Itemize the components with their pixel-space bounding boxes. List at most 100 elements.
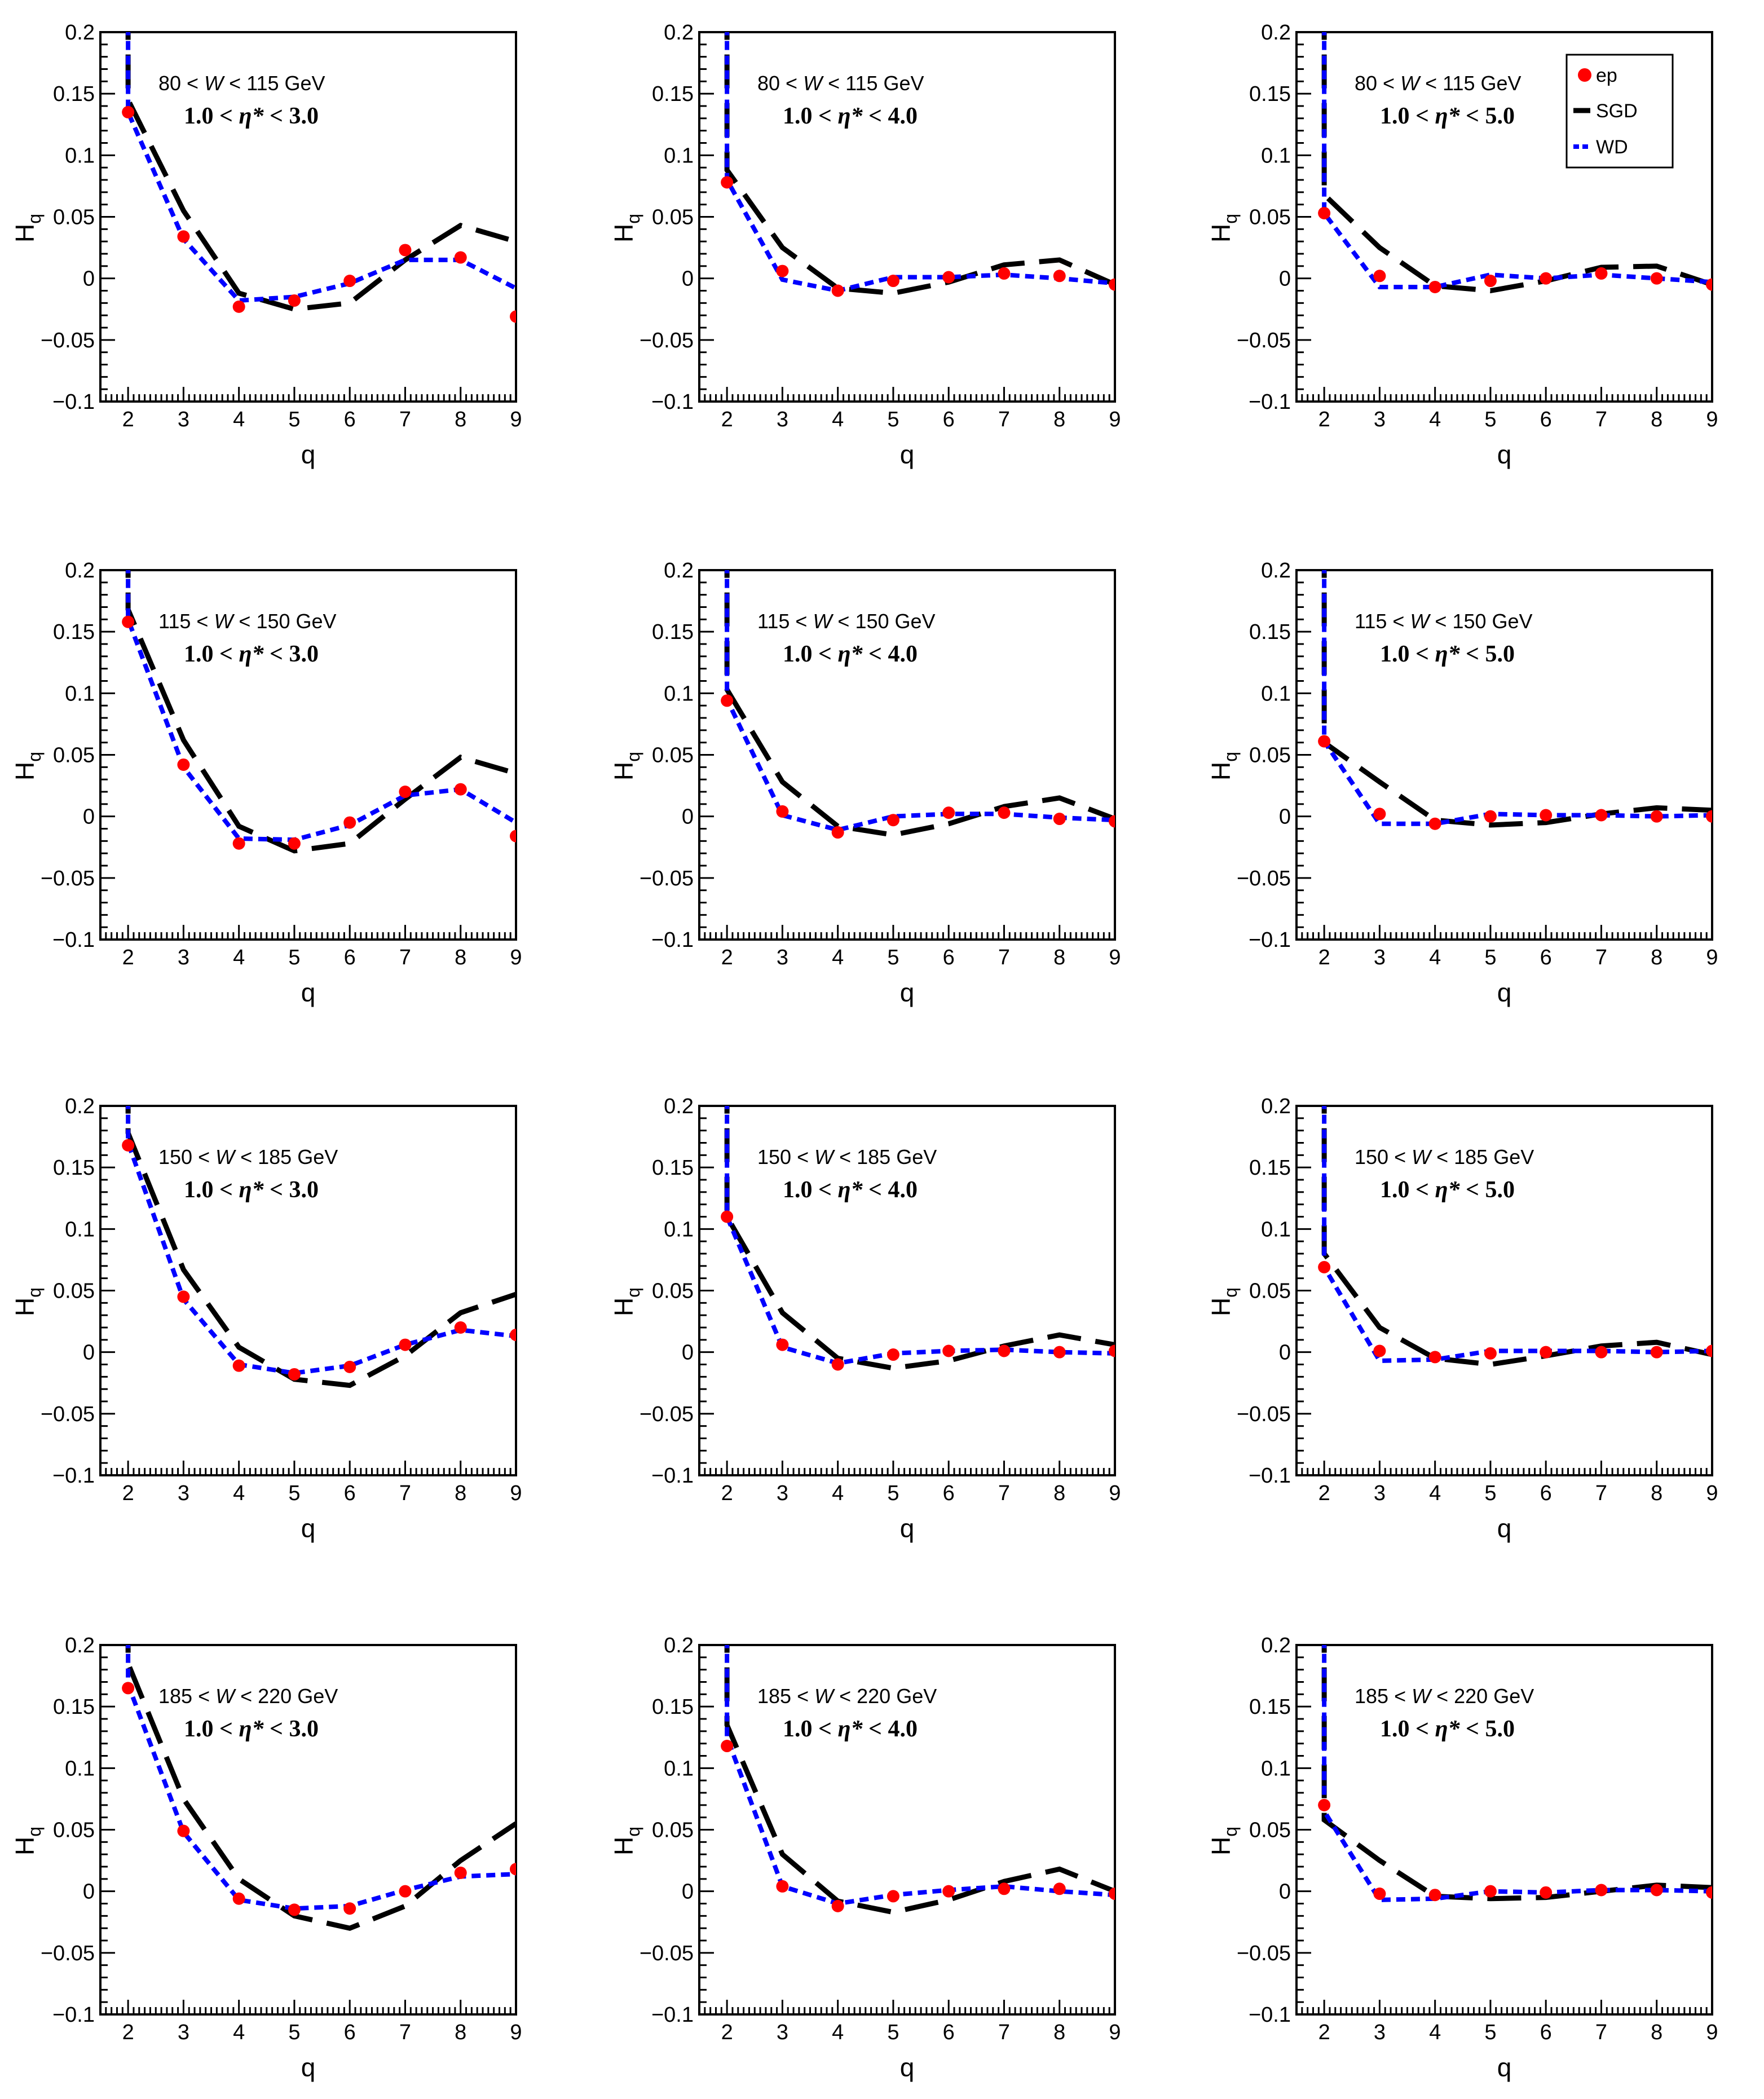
x-tick-label: 3 (178, 408, 189, 431)
ep-point (1109, 815, 1115, 828)
x-axis-title: q (900, 978, 915, 1007)
x-tick-label: 9 (510, 946, 522, 969)
ep-point (1706, 1344, 1712, 1357)
x-axis-title: q (1497, 2053, 1512, 2082)
x-tick-label: 3 (1374, 1481, 1386, 1505)
x-axis-title: q (1497, 440, 1512, 469)
eta-range-high: 5.0 (1485, 1177, 1515, 1203)
ep-point (454, 251, 467, 264)
ep-point (343, 1902, 356, 1915)
x-tick-label: 4 (233, 2021, 245, 2044)
eta-range-lt: < (1410, 1716, 1435, 1742)
eta-range-lt: < (813, 1716, 838, 1742)
x-tick-label: 7 (1595, 408, 1607, 431)
x-tick-label: 8 (1651, 1481, 1662, 1505)
y-axis-title-sub: q (1220, 1827, 1241, 1837)
y-tick-label: 0.1 (664, 1218, 694, 1241)
eta-range-lt: < (214, 1177, 239, 1203)
y-tick-label: −0.1 (52, 928, 95, 952)
y-tick-label: 0 (682, 805, 694, 829)
y-tick-label: −0.1 (651, 2003, 694, 2027)
w-range-label: 185 < W < 220 GeV (757, 1685, 937, 1708)
y-tick-label: −0.05 (640, 1403, 694, 1426)
w-range-label: 185 < W < 220 GeV (1355, 1685, 1534, 1708)
data-layer (721, 570, 1115, 839)
eta-range-high: 5.0 (1485, 103, 1515, 129)
eta-range-low: 1.0 (184, 103, 214, 129)
data-layer (122, 32, 516, 323)
eta-range-lt: < (1410, 641, 1435, 667)
x-tick-label: 5 (887, 2021, 899, 2044)
w-range-label: 115 < W < 150 GeV (158, 610, 337, 633)
y-tick-label: 0.2 (1261, 559, 1291, 583)
ep-point (776, 805, 789, 818)
x-tick-label: 6 (943, 946, 955, 969)
y-axis-title-main: H (609, 224, 638, 242)
x-tick-label: 2 (122, 1481, 134, 1505)
w-range-lt: < (1377, 72, 1400, 95)
w-range-high: 185 (857, 1145, 890, 1168)
eta-range-label: 1.0 < η* < 4.0 (783, 1177, 918, 1203)
x-tick-label: 6 (344, 2021, 356, 2044)
x-tick-label: 8 (1651, 946, 1662, 969)
x-tick-label: 4 (1429, 1481, 1441, 1505)
legend-ep-marker (1578, 68, 1591, 82)
legend-label: SGD (1596, 100, 1638, 122)
sgd-line (724, 32, 1115, 296)
eta-range-lt: < (1410, 1177, 1435, 1203)
x-tick-label: 8 (1053, 946, 1065, 969)
w-range-lt: < (1429, 610, 1452, 633)
ep-point (1595, 1884, 1608, 1897)
w-symbol: W (1412, 1145, 1432, 1168)
x-tick-label: 6 (344, 408, 356, 431)
eta-symbol: η* (837, 1716, 863, 1742)
wd-line (1322, 1106, 1712, 1364)
ep-point (1706, 810, 1712, 823)
y-axis-title: Hq (10, 1827, 45, 1855)
ep-point (1053, 813, 1066, 826)
ep-point (122, 105, 135, 118)
eta-range-high: 4.0 (888, 1716, 918, 1742)
eta-range-lt: < (863, 1177, 888, 1203)
x-tick-label: 6 (1540, 2021, 1552, 2044)
x-tick-label: 7 (998, 1481, 1010, 1505)
w-range-label: 80 < W < 115 GeV (1355, 72, 1522, 95)
x-axis-title: q (1497, 978, 1512, 1007)
sgd-line (1321, 32, 1712, 294)
w-range-unit: GeV (889, 610, 936, 633)
ep-point (288, 1903, 301, 1916)
ep-point (122, 1682, 135, 1695)
ep-point (721, 1740, 734, 1753)
y-tick-label: 0.15 (652, 1156, 694, 1180)
y-tick-label: 0 (1279, 805, 1291, 829)
y-tick-label: 0.05 (1249, 1819, 1291, 1842)
eta-range-lt: < (1460, 641, 1485, 667)
y-tick-label: 0 (83, 1341, 95, 1365)
w-range-low: 185 (158, 1685, 192, 1708)
w-range-lt: < (822, 72, 845, 95)
w-range-lt: < (834, 1685, 857, 1708)
y-tick-label: −0.1 (1249, 390, 1291, 414)
x-tick-label: 3 (1374, 2021, 1386, 2044)
ep-point (232, 837, 245, 850)
legend: ep SGD WD (1565, 54, 1674, 169)
ep-point (1484, 275, 1497, 288)
x-tick-label: 3 (178, 2021, 189, 2044)
x-tick-label: 8 (1053, 408, 1065, 431)
eta-range-high: 3.0 (289, 1716, 319, 1742)
eta-range-low: 1.0 (1380, 1716, 1410, 1742)
eta-symbol: η* (1435, 1177, 1460, 1203)
y-tick-label: 0.15 (652, 82, 694, 106)
ep-point (1650, 272, 1663, 285)
x-tick-label: 7 (399, 2021, 411, 2044)
ep-point (1650, 1346, 1663, 1359)
w-range-lt: < (791, 1145, 814, 1168)
ep-point (399, 786, 412, 798)
w-range-high: 115 (246, 72, 279, 95)
y-tick-label: 0.15 (53, 1156, 95, 1180)
ep-point (1650, 810, 1663, 823)
x-tick-label: 8 (455, 946, 466, 969)
y-tick-label: −0.05 (41, 1403, 95, 1426)
